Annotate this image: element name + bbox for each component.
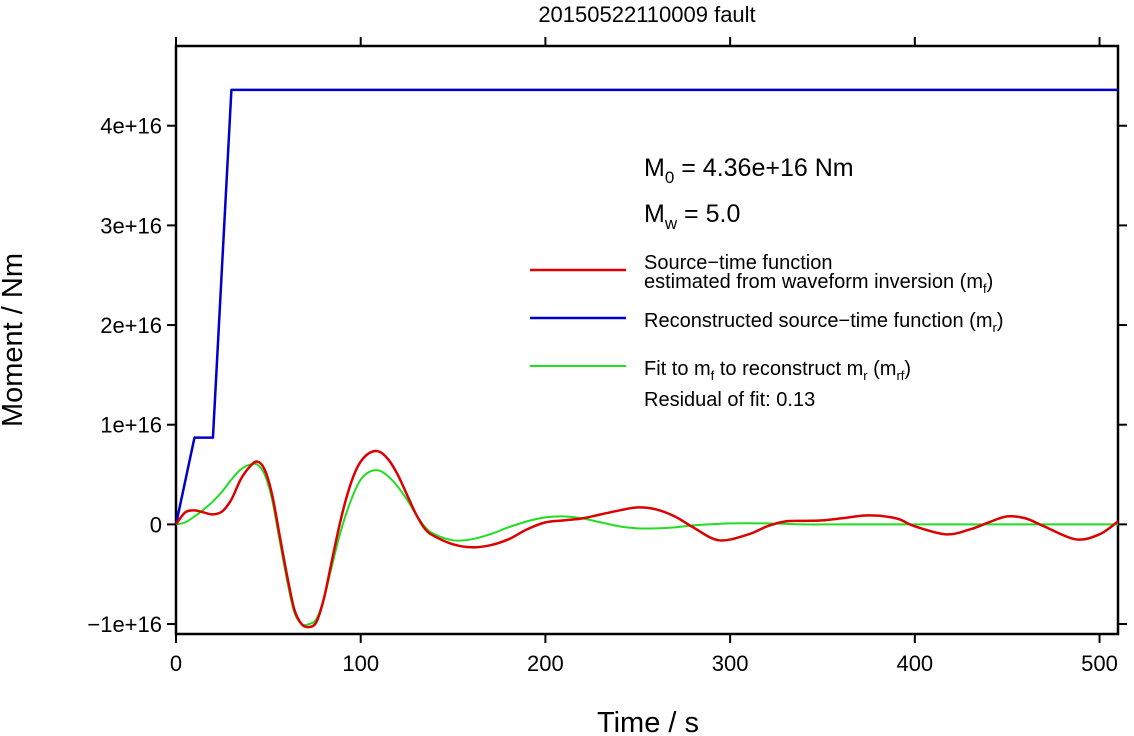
x-axis-title: Time / s: [597, 707, 699, 736]
legend-mrf-text1: Fit to m: [644, 358, 711, 380]
legend-label-mf-line2: estimated from waveform inversion (mf): [644, 271, 993, 296]
legend-mrf-sub3: rf: [896, 368, 904, 383]
y-tick-label: 3e+16: [100, 213, 162, 238]
x-axis-ticks: 0 100 200 300 400 500: [170, 634, 1118, 676]
legend-mf-text: estimated from waveform inversion (m: [644, 271, 983, 293]
y-tick-label: 1e+16: [100, 413, 162, 438]
mw-subscript: w: [664, 214, 678, 233]
y-tick-label: 4e+16: [100, 114, 162, 139]
y-tick-label: 0: [150, 512, 162, 537]
x-tick-label: 500: [1081, 651, 1118, 676]
legend-mf-subscript: f: [983, 281, 987, 296]
x-tick-label: 100: [342, 651, 379, 676]
legend-label-mf-line1: Source−time function: [644, 252, 832, 274]
legend-mrf-text3: (m: [868, 358, 897, 380]
x-axis-top-ticks: [175, 37, 1101, 46]
y-tick-label: 2e+16: [100, 313, 162, 338]
plot-frame: [174, 44, 1120, 636]
legend-mrf-tail: ): [904, 358, 911, 380]
m0-value: = 4.36e+16 Nm: [674, 154, 853, 182]
m0-subscript: 0: [665, 168, 674, 187]
legend-label-mrf: Fit to mf to reconstruct mr (mrf): [644, 358, 911, 383]
seismic-moment-annotation: M0 = 4.36e+16 Nm: [644, 154, 854, 187]
mw-symbol: M: [644, 200, 665, 228]
x-tick-label: 200: [527, 651, 564, 676]
y-tick-label: −1e+16: [87, 612, 162, 637]
moment-magnitude-annotation: Mw = 5.0: [644, 200, 740, 233]
residual-of-fit: Residual of fit: 0.13: [644, 389, 815, 411]
y-axis-title: Moment / Nm: [0, 253, 29, 427]
legend-mr-tail: ): [997, 310, 1004, 332]
legend: Source−time function estimated from wave…: [530, 252, 1004, 411]
legend-label-mr: Reconstructed source−time function (mr): [644, 310, 1004, 335]
legend-mr-text: Reconstructed source−time function (m: [644, 310, 993, 332]
chart-title: 20150522110009 fault: [538, 2, 755, 27]
x-tick-label: 0: [170, 651, 182, 676]
legend-mrf-sub1: f: [711, 368, 715, 383]
series-line-mrf: [175, 462, 1118, 627]
legend-mr-subscript: r: [993, 320, 998, 335]
x-tick-label: 400: [896, 651, 933, 676]
mw-value: = 5.0: [677, 200, 740, 228]
series-line-mf: [174, 449, 1119, 629]
series-group: [174, 88, 1119, 629]
y-axis-right-ticks: [1118, 124, 1127, 626]
x-tick-label: 300: [712, 651, 749, 676]
m0-symbol: M: [644, 154, 665, 182]
y-axis-ticks: −1e+16 0 1e+16 2e+16 3e+16 4e+16: [87, 114, 176, 637]
legend-mf-tail: ): [987, 271, 994, 293]
legend-mrf-text2: to reconstruct m: [714, 358, 863, 380]
legend-mrf-sub2: r: [863, 368, 868, 383]
series-line-mr: [174, 88, 1118, 525]
